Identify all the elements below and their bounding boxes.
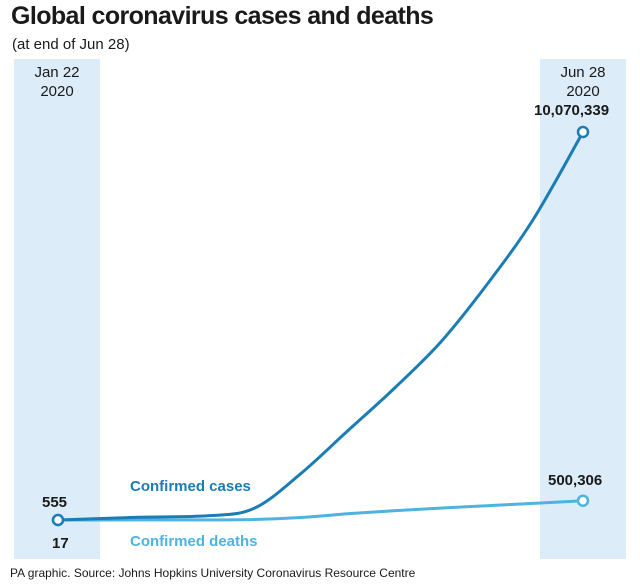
start-date-label: Jan 22 2020	[14, 63, 100, 101]
end-date-band	[540, 59, 626, 559]
deaths-series-label: Confirmed deaths	[130, 533, 258, 550]
deaths-end-value-label: 500,306	[548, 472, 603, 489]
start-date-year: 2020	[40, 83, 74, 100]
end-date-month-day: Jun 28	[560, 64, 606, 81]
chart-title: Global coronavirus cases and deaths	[11, 2, 434, 30]
start-date-month-day: Jan 22	[34, 64, 80, 81]
cases-series-label: Confirmed cases	[130, 478, 251, 495]
cases-start-value-label: 555	[42, 494, 68, 511]
deaths-start-value-label: 17	[52, 535, 69, 552]
cases-end-value-label: 10,070,339	[534, 102, 610, 119]
source-note: PA graphic. Source: Johns Hopkins Univer…	[10, 566, 416, 580]
cases-line	[56, 130, 585, 522]
cases-end-marker	[576, 125, 590, 139]
cases-start-marker	[51, 513, 65, 527]
end-date-label: Jun 28 2020	[540, 63, 626, 101]
start-date-band	[14, 59, 100, 559]
deaths-end-marker	[576, 494, 590, 507]
chart-subtitle: (at end of Jun 28)	[12, 36, 130, 53]
deaths-line	[56, 499, 585, 522]
end-date-year: 2020	[566, 83, 600, 100]
